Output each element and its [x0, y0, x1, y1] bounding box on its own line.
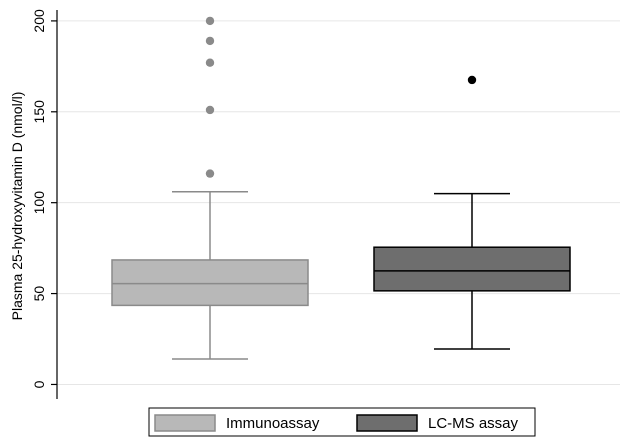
iqr-box-lcms	[373, 246, 571, 292]
y-axis-ticks: 0 50 100 150 200	[31, 9, 57, 388]
y-tick-label-50: 50	[31, 286, 47, 302]
legend-swatch-lcms	[356, 414, 418, 432]
y-axis-title: Plasma 25-hydroxyvitamin D (nmol/l)	[9, 92, 25, 321]
boxes	[111, 16, 571, 360]
outlier-point-lcms-0	[467, 75, 477, 85]
iqr-box-immunoassay	[111, 259, 309, 307]
legend: Immunoassay LC-MS assay	[148, 407, 536, 437]
y-tick-label-0: 0	[31, 380, 47, 388]
legend-swatch-immunoassay	[154, 414, 216, 432]
y-tick-label-100: 100	[31, 191, 47, 215]
outlier-point-immunoassay-1	[205, 105, 215, 115]
outlier-point-immunoassay-0	[205, 169, 215, 178]
y-tick-label-150: 150	[31, 100, 47, 124]
outlier-point-immunoassay-2	[205, 58, 215, 67]
outlier-point-immunoassay-4	[205, 16, 215, 26]
outlier-point-immunoassay-3	[205, 36, 215, 46]
box-group-lcms	[373, 75, 571, 350]
legend-label-immunoassay: Immunoassay	[226, 415, 320, 432]
y-tick-label-200: 200	[31, 9, 47, 33]
box-group-immunoassay	[111, 16, 309, 360]
legend-label-lcms: LC-MS assay	[428, 415, 519, 432]
